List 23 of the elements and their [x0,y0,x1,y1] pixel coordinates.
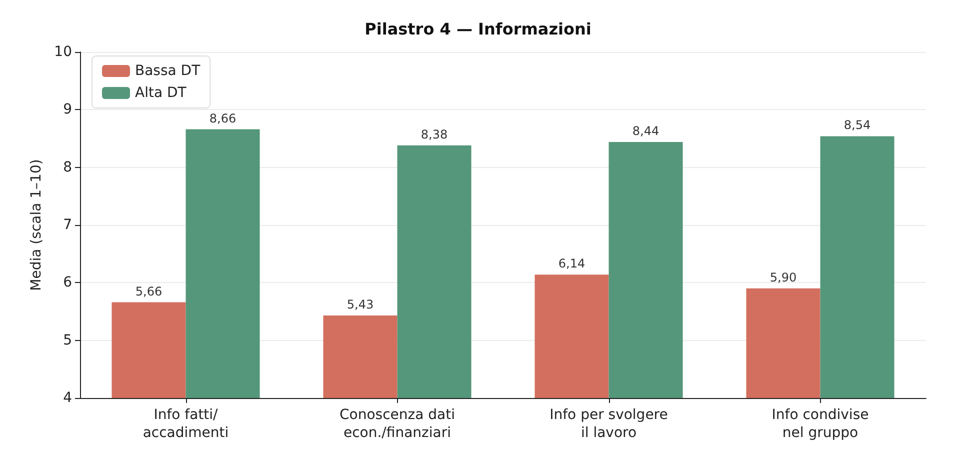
data-label: 5,66 [135,284,162,298]
data-label: 5,90 [770,270,797,284]
data-label: 8,54 [844,118,871,132]
y-tick-label: 4 [63,390,72,406]
y-axis-title: Media (scala 1–10) [28,159,44,291]
y-tick-label: 9 [63,102,72,118]
data-label: 8,44 [632,124,660,138]
y-tick-label: 8 [63,159,72,176]
legend-label: Alta DT [135,85,187,101]
x-tick-label: Conoscenza dati econ./finanziari [340,407,455,441]
y-tick-label: 10 [54,44,72,60]
data-label: 5,43 [346,298,374,312]
y-tick-label: 7 [63,217,72,233]
legend-label: Bassa DT [135,63,201,79]
data-label: 6,14 [558,256,586,271]
x-tick-label: Info condivise nel gruppo [772,407,869,441]
y-tick-label: 6 [63,274,72,291]
y-tick-label: 5 [63,332,72,348]
data-label: 8,38 [420,127,448,142]
data-label: 8,66 [209,111,236,126]
chart-title: Pilastro 4 — Informazioni [364,20,592,38]
x-tick-label: Info per svolgere il lavoro [550,407,668,441]
x-tick-label: Info fatti/ accadimenti [142,407,229,441]
